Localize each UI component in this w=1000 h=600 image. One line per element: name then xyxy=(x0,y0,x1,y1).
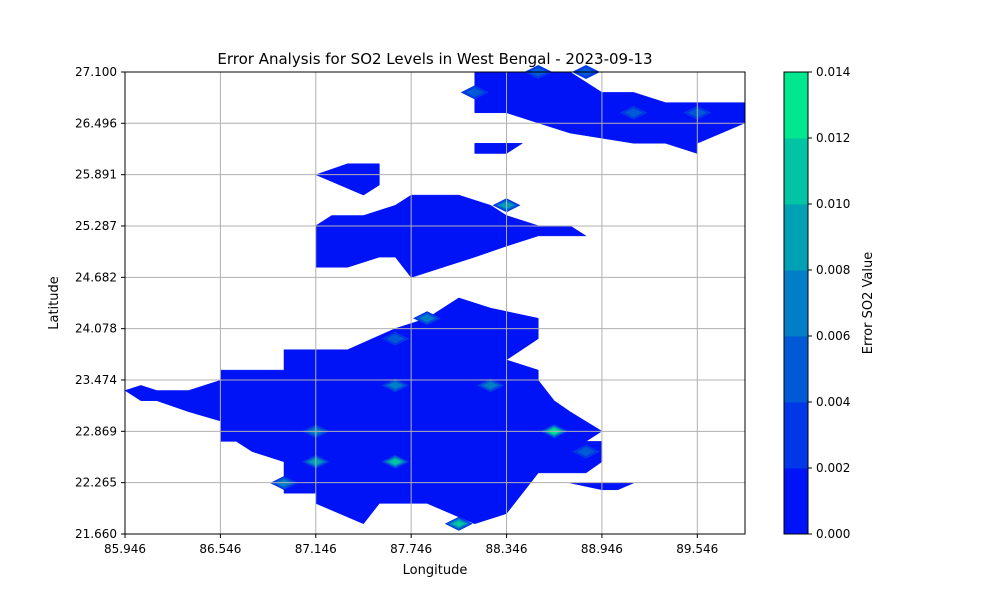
chart-title: Error Analysis for SO2 Levels in West Be… xyxy=(217,50,652,68)
colorbar-band xyxy=(784,138,808,205)
plot-frame xyxy=(124,71,746,535)
x-axis-label: Longitude xyxy=(403,563,468,578)
y-tick-label: 25.287 xyxy=(75,219,117,233)
hotspot-10-level-2 xyxy=(577,447,595,457)
hotspot-4-level-3 xyxy=(483,381,498,389)
y-tick-label: 26.496 xyxy=(75,116,117,130)
hotspot-11-level-5 xyxy=(452,520,465,527)
x-axis-ticks: 85.946 86.546 87.146 87.746 88.346 88.946 89.5… xyxy=(104,534,718,556)
y-axis-label: Latitude xyxy=(47,276,62,330)
y-tick-label: 27.100 xyxy=(75,65,117,79)
x-tick-label: 87.146 xyxy=(295,542,337,556)
colorbar-tick-label: 0.012 xyxy=(816,131,850,145)
colorbar: 0.000 0.002 0.004 0.006 0.008 0.010 0.012 0.014 xyxy=(783,65,850,541)
x-tick-label: 88.346 xyxy=(486,542,528,556)
region-central-region xyxy=(315,194,587,278)
y-axis-ticks: 21.660 22.265 22.869 23.474 24.078 24.682 25.2… xyxy=(75,65,125,541)
grid xyxy=(124,71,745,535)
y-tick-label: 23.474 xyxy=(75,373,117,387)
colorbar-tick-label: 0.000 xyxy=(816,527,850,541)
region-northern-region xyxy=(474,71,746,154)
region-north-central-strip xyxy=(315,163,380,196)
y-tick-label: 22.869 xyxy=(75,424,117,438)
x-tick-label: 85.946 xyxy=(104,542,146,556)
colorbar-tick-label: 0.006 xyxy=(816,329,850,343)
y-tick-label: 24.078 xyxy=(75,322,117,336)
colorbar-tick-label: 0.008 xyxy=(816,263,850,277)
x-tick-label: 88.946 xyxy=(581,542,623,556)
plot-area xyxy=(124,65,746,531)
hotspot-9-level-5 xyxy=(389,458,402,465)
region-southern-main-region xyxy=(124,297,603,525)
colorbar-band xyxy=(784,72,808,139)
colorbar-tick-label: 0.014 xyxy=(816,65,850,79)
colorbar-label: Error SO2 Value xyxy=(861,252,876,354)
hotspot-1-level-3 xyxy=(419,314,435,322)
hotspot-2-level-2 xyxy=(386,334,405,344)
x-tick-label: 86.546 xyxy=(199,542,241,556)
colorbar-tick-label: 0.010 xyxy=(816,197,850,211)
hotspot-15-level-2 xyxy=(624,108,643,118)
y-tick-label: 21.660 xyxy=(75,527,117,541)
colorbar-tick-label: 0.004 xyxy=(816,395,850,409)
x-tick-label: 87.746 xyxy=(390,542,432,556)
hotspot-14-level-2 xyxy=(465,87,484,97)
colorbar-tick-label: 0.002 xyxy=(816,461,850,475)
hotspot-3-level-3 xyxy=(387,381,403,389)
region-small-northern-fragment xyxy=(474,143,524,154)
y-tick-label: 25.891 xyxy=(75,168,117,182)
colorbar-band xyxy=(784,336,808,403)
colorbar-band xyxy=(784,270,808,337)
y-tick-label: 22.265 xyxy=(75,476,117,490)
colorbar-frame xyxy=(783,71,809,535)
colorbar-band xyxy=(784,468,808,535)
colorbar-band xyxy=(784,204,808,271)
y-tick-label: 24.682 xyxy=(75,270,117,284)
x-tick-label: 89.546 xyxy=(676,542,718,556)
colorbar-band xyxy=(784,402,808,469)
